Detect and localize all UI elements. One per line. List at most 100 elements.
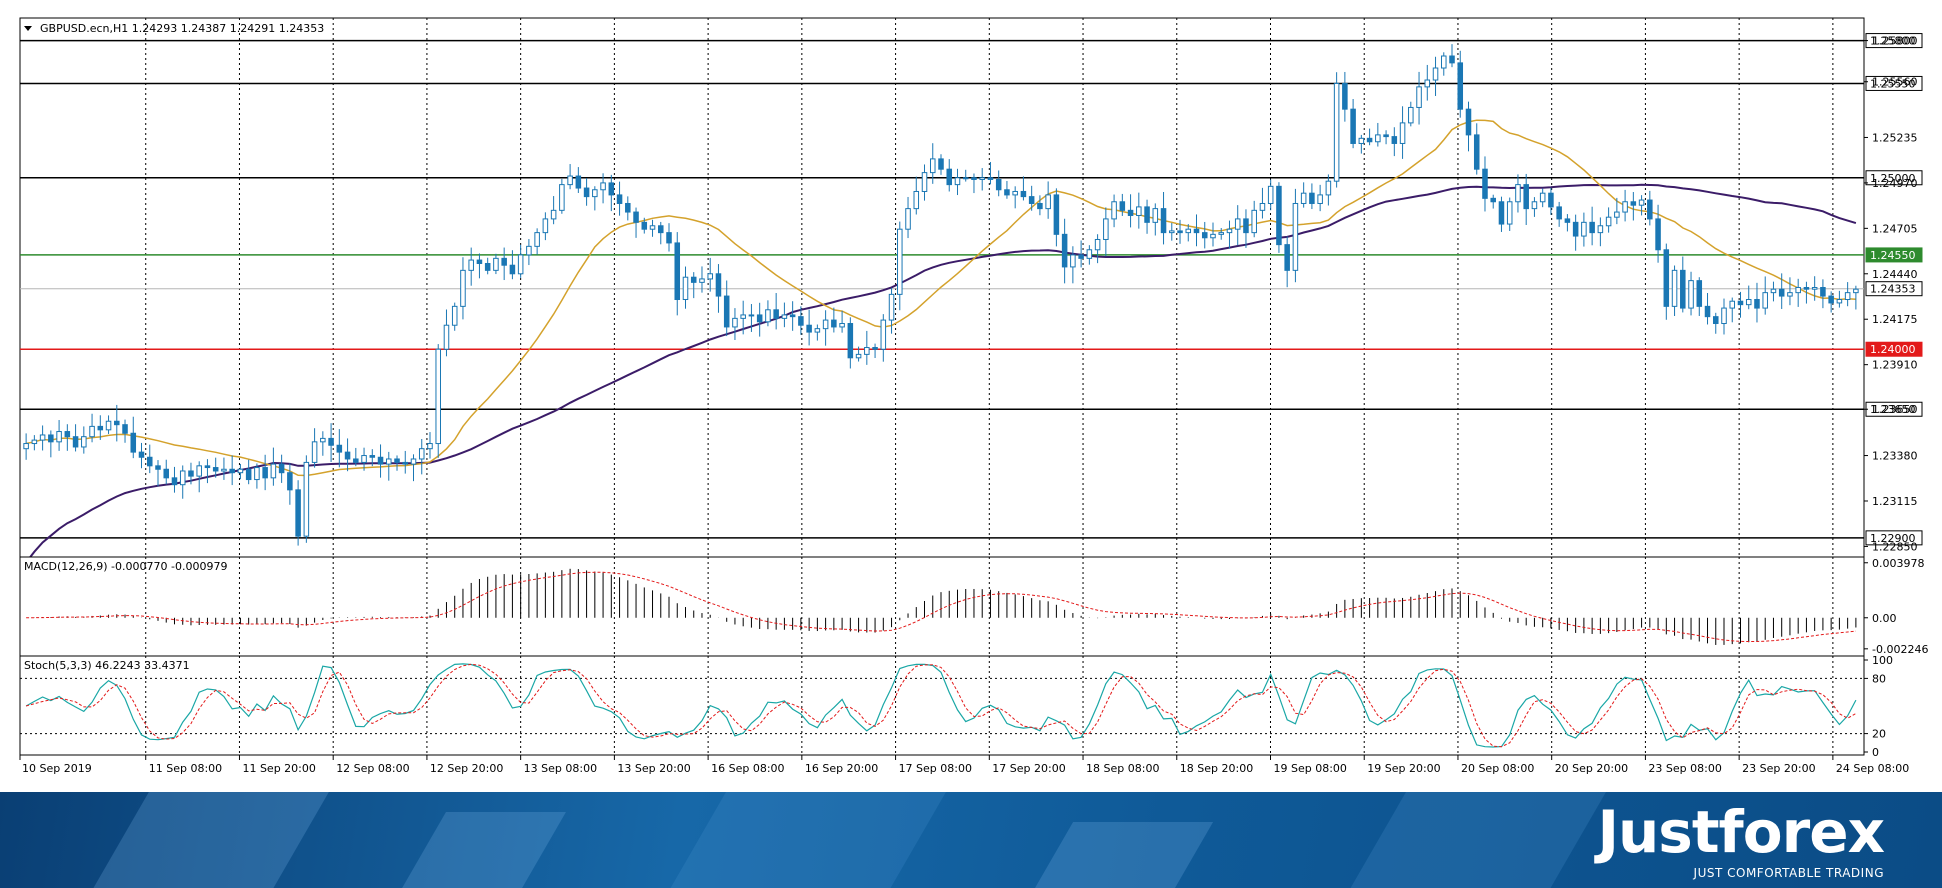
candle-body	[1515, 184, 1521, 203]
candle-body	[723, 295, 730, 328]
candle-body	[690, 276, 697, 283]
candle-body	[542, 218, 549, 234]
candle-body	[1696, 280, 1703, 307]
candle-body	[946, 168, 953, 186]
candle-body	[262, 467, 268, 479]
price-tick-label: 1.22850	[1872, 540, 1918, 553]
candle-body	[1342, 82, 1348, 110]
candle-body	[1284, 244, 1290, 271]
candle-body	[1094, 238, 1101, 251]
candle-body	[1853, 288, 1859, 294]
stochastic-pane[interactable]: 100 80 20 0 Stoch(5,3,3) 46.2243 33.4371	[19, 654, 1893, 759]
candle-body	[1020, 190, 1027, 198]
candle-body	[1745, 299, 1752, 306]
candle-body	[48, 434, 54, 443]
candle-body	[451, 305, 458, 326]
candle-body	[1688, 280, 1694, 309]
candle-body	[105, 420, 112, 431]
candle-body	[534, 232, 540, 247]
candle-body	[855, 353, 862, 359]
candle-body	[888, 293, 895, 321]
candle-body	[1523, 184, 1529, 210]
time-tick-label: 12 Sep 20:00	[430, 762, 503, 775]
candle-body	[707, 273, 713, 280]
moving-average-fast-line	[25, 119, 1856, 477]
candle-body	[1762, 292, 1768, 309]
candle-body	[484, 262, 491, 271]
candle-body	[1325, 180, 1332, 196]
candle-body	[913, 190, 920, 210]
candle-body	[72, 436, 79, 448]
price-pane[interactable]: 1.25800 1.25550 1.25000 1.24550 1.24000 1.236…	[19, 17, 1923, 564]
time-tick-label: 24 Sep 08:00	[1836, 762, 1909, 775]
candle-body	[1473, 134, 1480, 170]
price-tick-label: 1.23910	[1872, 359, 1918, 372]
candle-body	[732, 317, 738, 328]
candle-body	[559, 184, 565, 211]
candle-body	[278, 463, 285, 474]
candle-body	[163, 468, 170, 479]
price-level-label: 1.25550	[1870, 77, 1916, 90]
candle-body	[864, 347, 870, 355]
candle-body	[1754, 299, 1760, 309]
candle-body	[1333, 82, 1340, 182]
candle-body	[962, 177, 969, 180]
collapse-triangle-icon[interactable]	[24, 26, 32, 31]
candle-body	[287, 472, 293, 491]
candle-body	[1647, 199, 1653, 220]
candle-body	[674, 242, 681, 301]
candle-body	[1078, 254, 1084, 259]
candle-body	[995, 178, 1002, 191]
candle-body	[1358, 137, 1365, 144]
candle-body	[394, 458, 400, 463]
candle-body	[979, 177, 985, 180]
candle-body	[987, 177, 994, 180]
candle-body	[1729, 300, 1736, 309]
candle-body	[509, 264, 516, 275]
candle-body	[245, 468, 252, 481]
candle-body	[295, 489, 301, 537]
price-tick-label: 1.25800	[1872, 35, 1918, 48]
price-tick-label: 1.25235	[1872, 131, 1918, 144]
candle-body	[897, 228, 903, 295]
trading-chart[interactable]: 1.25800 1.25550 1.25000 1.24550 1.24000 1.236…	[0, 0, 1942, 792]
brand-logo: Justforex	[1597, 798, 1885, 866]
price-tick-label: 1.24970	[1872, 177, 1918, 190]
candle-body	[822, 319, 829, 330]
time-tick-label: 23 Sep 20:00	[1742, 762, 1815, 775]
macd-signal-line	[26, 571, 1856, 642]
price-level-box	[1865, 341, 1923, 357]
candle-body	[616, 194, 623, 204]
candle-body	[1086, 249, 1093, 259]
candle-body	[715, 273, 722, 297]
candle-body	[402, 461, 409, 465]
macd-pane[interactable]: 0.003978 0.00 -0.002246 MACD(12,26,9) -0.0…	[19, 556, 1928, 657]
time-tick-label: 11 Sep 08:00	[149, 762, 222, 775]
candle-body	[1539, 192, 1546, 203]
time-tick-label: 18 Sep 08:00	[1086, 762, 1159, 775]
candle-body	[1251, 209, 1257, 234]
candle-body	[31, 439, 38, 445]
candle-body	[641, 221, 648, 230]
candle-body	[781, 314, 788, 319]
candle-body	[476, 259, 483, 264]
candle-body	[921, 172, 928, 192]
time-tick-label: 16 Sep 08:00	[711, 762, 784, 775]
candle-body	[1028, 196, 1035, 204]
candle-body	[212, 467, 219, 472]
candle-body	[699, 278, 705, 283]
candle-body	[1836, 299, 1843, 304]
moving-average-slow-line	[25, 183, 1857, 564]
candle-body	[575, 175, 582, 189]
candle-body	[1111, 201, 1117, 220]
candle-body	[1811, 287, 1818, 290]
candle-body	[839, 323, 845, 328]
candle-body	[1366, 137, 1373, 143]
time-tick-label: 18 Sep 20:00	[1180, 762, 1253, 775]
candle-body	[155, 465, 161, 470]
price-tick-label: 1.23115	[1872, 495, 1918, 508]
candle-body	[1399, 122, 1406, 144]
candle-body	[798, 316, 804, 326]
candle-body	[1053, 194, 1060, 235]
brand-tagline: JUST COMFORTABLE TRADING	[1693, 866, 1884, 880]
